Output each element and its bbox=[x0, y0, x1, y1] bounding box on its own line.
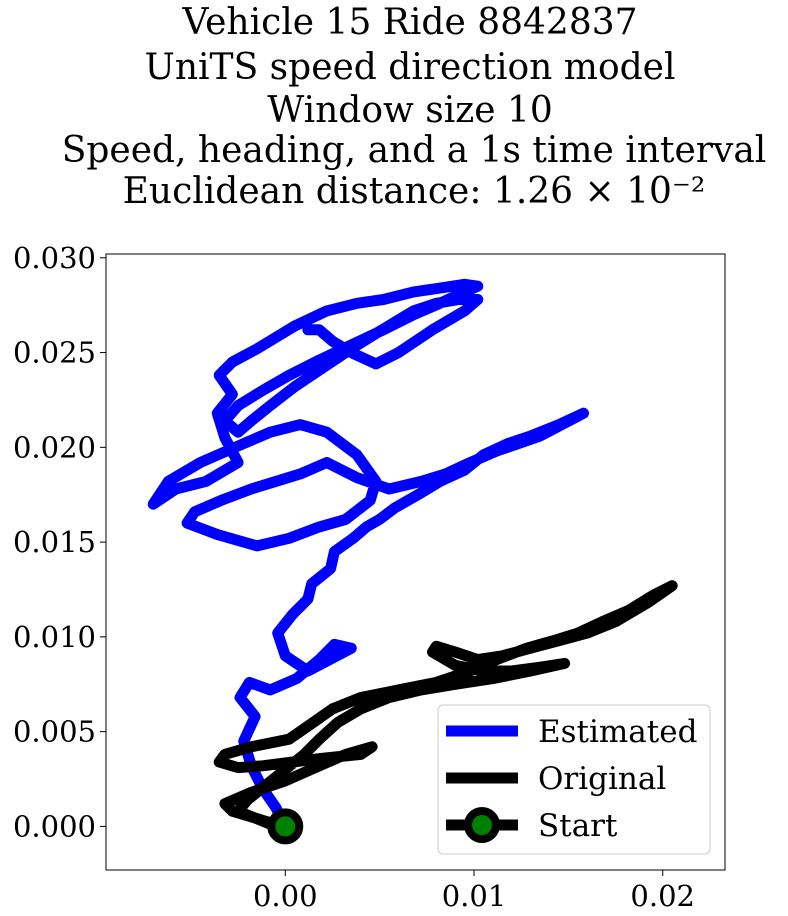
series-layer bbox=[147, 278, 678, 840]
chart-title: Vehicle 15 Ride 8842837 UniTS speed dire… bbox=[62, 2, 767, 212]
x-tick-label: 0.00 bbox=[253, 879, 318, 913]
legend-label-start: Start bbox=[538, 808, 618, 844]
title-line-4: Speed, heading, and a 1s time interval bbox=[62, 130, 767, 171]
legend-start-marker bbox=[464, 807, 500, 843]
x-tick-label: 0.01 bbox=[442, 879, 507, 913]
legend-box bbox=[437, 704, 711, 855]
y-tick-label: 0.030 bbox=[13, 241, 96, 275]
title-line-5: Euclidean distance: 1.26 × 10⁻² bbox=[123, 171, 706, 212]
marker-layer bbox=[267, 808, 304, 845]
x-tick-label: 0.02 bbox=[630, 879, 695, 913]
y-tick-label: 0.010 bbox=[13, 620, 96, 654]
x-axis: 0.00 0.01 0.02 bbox=[253, 870, 695, 913]
y-tick-label: 0.025 bbox=[13, 336, 96, 370]
legend-label-estimated: Estimated bbox=[538, 714, 697, 750]
y-tick-label: 0.020 bbox=[13, 430, 96, 464]
y-tick-label: 0.000 bbox=[13, 809, 96, 843]
series-line-estimated bbox=[147, 278, 589, 832]
y-tick-label: 0.015 bbox=[13, 525, 96, 559]
title-line-1: Vehicle 15 Ride 8842837 bbox=[181, 2, 637, 43]
series-line-original bbox=[213, 580, 678, 840]
plot-frame bbox=[105, 253, 726, 871]
y-tick-label: 0.005 bbox=[13, 715, 96, 749]
title-line-2: UniTS speed direction model bbox=[145, 47, 676, 88]
legend-label-original: Original bbox=[538, 761, 666, 797]
legend: Estimated Original Start bbox=[437, 704, 711, 855]
title-line-3: Window size 10 bbox=[267, 90, 553, 131]
start-point-marker bbox=[267, 808, 304, 845]
y-axis: 0.000 0.005 0.010 0.015 0.020 0.025 0.030 bbox=[13, 241, 106, 843]
